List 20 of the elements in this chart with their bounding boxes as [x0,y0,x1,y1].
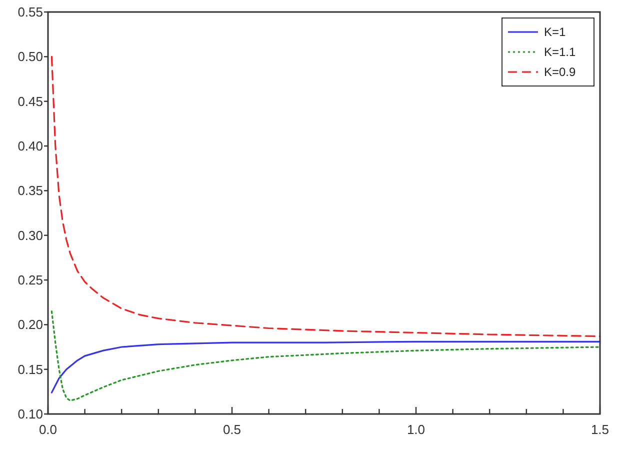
x-tick-label: 1.5 [590,422,610,437]
line-series [50,56,601,338]
x-tick-label: 1.0 [406,422,426,437]
y-tick-label: 0.45 [18,94,43,109]
y-tick-label: 0.10 [18,406,43,422]
line-series [50,340,601,394]
x-tick-label: 0.0 [38,422,58,437]
line-series [50,310,601,402]
y-tick-label: 0.40 [18,138,43,154]
legend-label: K=1 [544,25,566,40]
y-tick-label: 0.15 [18,362,43,377]
y-tick-label: 0.20 [18,317,43,332]
legend-label: K=0.9 [544,65,576,80]
y-tick-label: 0.35 [18,183,43,198]
y-tick-label: 0.25 [18,272,43,288]
y-tick-label: 0.50 [18,49,43,64]
legend-label: K=1.1 [544,45,576,60]
x-tick-label: 0.5 [222,422,242,437]
y-tick-label: 0.30 [18,228,43,243]
y-tick-label: 0.55 [18,4,43,20]
